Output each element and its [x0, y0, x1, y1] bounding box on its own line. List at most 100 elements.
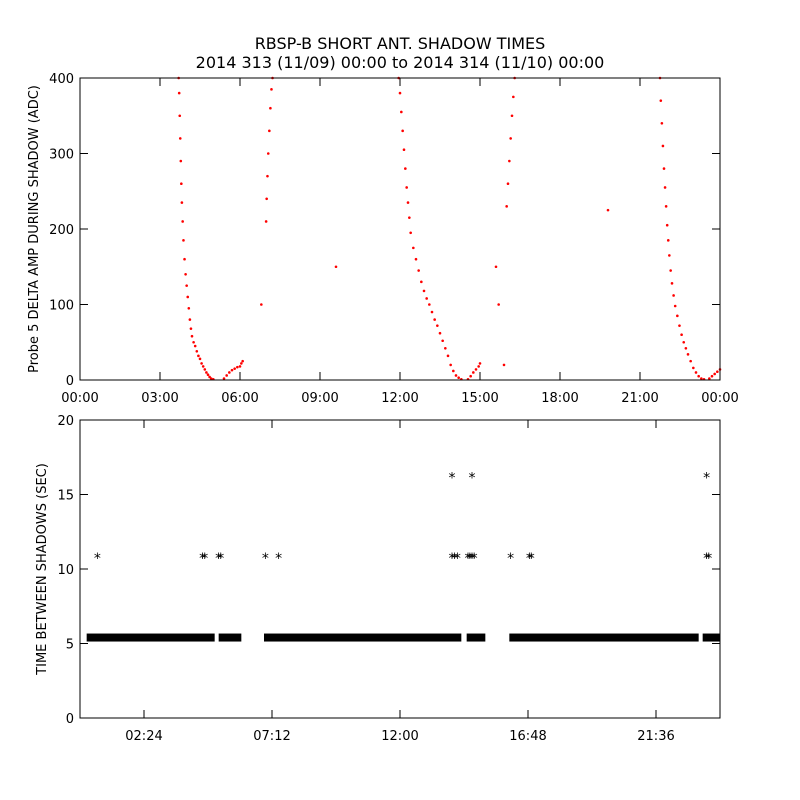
data-point: [670, 282, 674, 285]
data-point: *: [217, 551, 224, 567]
bottom-axis-ticks: 02:24 07:12 12:00 16:48 21:36 0 5 10 15 20: [57, 414, 720, 744]
top-data-points: [177, 76, 722, 381]
data-point: *: [507, 551, 514, 567]
data-point: [422, 289, 426, 293]
data-point: [446, 354, 450, 358]
data-point: [414, 257, 418, 261]
data-point: [425, 297, 428, 300]
data-point: [181, 220, 184, 223]
data-point: [441, 339, 444, 343]
data-point: *: [703, 471, 710, 487]
data-point: [183, 257, 186, 261]
bottom-y-tick-label: 5: [66, 638, 74, 653]
bottom-x-tick-label: 07:12: [253, 729, 290, 744]
data-point: [510, 114, 514, 118]
bottom-x-tick-label: 02:24: [125, 729, 162, 744]
data-point: [185, 284, 188, 287]
data-point: *: [199, 551, 206, 567]
data-point: [238, 365, 242, 368]
data-point: [228, 371, 231, 374]
data-point: *: [262, 551, 269, 567]
data-point: *: [449, 551, 456, 567]
data-point: [180, 182, 183, 185]
data-point: [240, 362, 243, 365]
top-x-tick-label: 00:00: [701, 391, 738, 406]
data-point: [660, 122, 664, 125]
data-point: [402, 148, 406, 152]
bottom-x-tick-label: 21:36: [637, 729, 674, 744]
top-x-tick-label: 15:00: [461, 391, 498, 406]
baseline-run: [702, 633, 720, 642]
data-point: [203, 368, 207, 371]
data-point: [433, 318, 436, 321]
data-point: [497, 303, 500, 306]
data-point: *: [275, 551, 282, 567]
data-point: *: [451, 551, 458, 567]
bottom-x-tick-label: 16:48: [509, 729, 546, 744]
data-point: [201, 365, 205, 368]
data-point: [197, 354, 200, 358]
data-point: [188, 318, 192, 321]
data-point: [270, 88, 273, 91]
data-point: [265, 197, 268, 201]
top-y-tick-label: 400: [49, 72, 74, 87]
data-point: [474, 368, 478, 371]
top-y-tick-label: 300: [49, 148, 74, 163]
data-point: [673, 304, 677, 308]
data-point: [477, 365, 480, 368]
data-point: [405, 186, 408, 189]
data-point: [512, 95, 515, 99]
data-point: *: [705, 551, 712, 567]
data-point: [186, 295, 190, 299]
data-point: [686, 353, 690, 356]
data-point: [260, 303, 263, 306]
data-point: [716, 370, 719, 373]
bottom-y-tick-label: 10: [57, 563, 74, 578]
data-point: [606, 208, 610, 212]
data-point: [697, 374, 700, 378]
data-point: [182, 239, 185, 242]
data-point: [268, 129, 271, 133]
top-x-tick-label: 09:00: [301, 391, 338, 406]
data-point: [700, 377, 703, 380]
bottom-y-tick-label: 15: [57, 489, 74, 504]
data-point: [509, 137, 512, 140]
data-point: [206, 373, 210, 377]
data-point: [406, 201, 410, 204]
data-point: [672, 294, 675, 297]
top-panel: 00:00 03:00 06:00 09:00 12:00 15:00 18:00 21:00…: [27, 72, 739, 406]
data-point: [401, 129, 404, 133]
data-point: [409, 231, 412, 235]
data-point: *: [466, 551, 473, 567]
data-point: [190, 334, 194, 338]
data-point: *: [201, 551, 208, 567]
data-point: [444, 346, 447, 350]
bottom-y-tick-label: 20: [57, 414, 74, 429]
data-point: [457, 376, 460, 380]
top-x-tick-label: 06:00: [221, 391, 258, 406]
chart-title-line2: 2014 313 (11/09) 00:00 to 2014 314 (11/1…: [196, 53, 605, 72]
data-point: [189, 327, 193, 330]
data-point: [454, 374, 458, 377]
top-x-tick-label: 03:00: [141, 391, 178, 406]
top-x-tick-label: 21:00: [621, 391, 658, 406]
data-point: [266, 152, 270, 155]
bottom-x-tick-label: 12:00: [381, 729, 418, 744]
data-point: [449, 363, 452, 367]
bottom-panel: * ** ** * ** **** **** * ***** 02:24 07:12 12:00 16…: [35, 414, 721, 744]
data-point: [187, 306, 191, 310]
data-point: [200, 362, 203, 365]
data-point: [662, 167, 666, 170]
data-point: [236, 365, 239, 369]
data-point: [506, 182, 510, 185]
chart-title-line1: RBSP-B SHORT ANT. SHADOW TIMES: [255, 34, 546, 53]
top-x-tick-label: 18:00: [541, 391, 578, 406]
data-point: [663, 186, 667, 189]
data-point: [680, 333, 683, 337]
top-y-tick-label: 200: [49, 223, 74, 238]
data-point: [682, 340, 686, 344]
data-point: [666, 239, 670, 242]
top-y-tick-label: 0: [66, 374, 74, 389]
data-point: [266, 174, 269, 178]
